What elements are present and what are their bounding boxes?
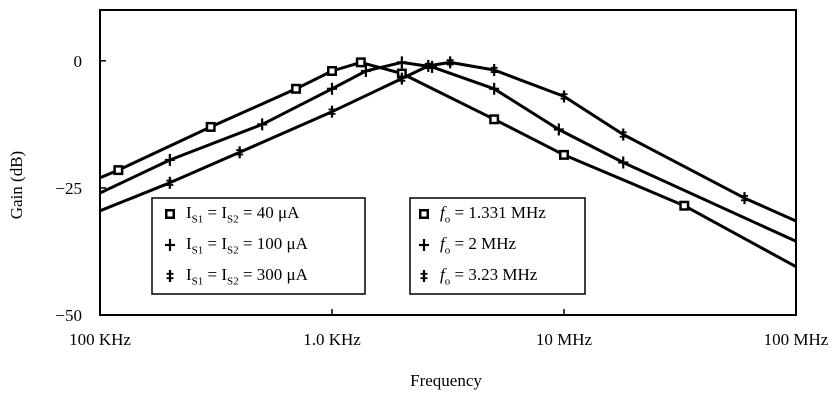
series-3-point — [424, 59, 432, 72]
series-3-point — [490, 63, 498, 76]
legend-marker — [420, 270, 428, 282]
legend-marker — [165, 209, 175, 219]
series-1-point — [489, 114, 500, 125]
series-2-point — [489, 82, 500, 95]
series-1-point — [679, 200, 690, 211]
legend-entry-label: IS1 = IS2 = 300 μA — [186, 265, 308, 288]
series-3-point — [741, 192, 749, 205]
series-2-point — [618, 156, 629, 169]
series-1-point — [113, 165, 124, 176]
series-1-point — [205, 121, 216, 132]
series-3-point — [398, 72, 406, 85]
series-1-point — [559, 149, 569, 160]
y-tick-label: −25 — [55, 179, 82, 198]
series-3-point — [560, 90, 568, 103]
legend-frequency-box — [409, 197, 586, 295]
plot-frame — [99, 9, 797, 316]
legend-entry-text: fo = 1.331 MHz — [440, 203, 546, 226]
series-2-point — [360, 65, 371, 77]
legend-entry-text: IS1 = IS2 = 300 μA — [186, 265, 308, 288]
series-line-3 — [99, 60, 797, 223]
legend-current-box — [151, 197, 366, 295]
series-2-point — [553, 123, 564, 136]
marker-layer — [113, 56, 749, 211]
series-2-point — [396, 56, 407, 69]
legend-current: IS1 = IS2 = 40 μA IS1 = IS2 = 100 μA IS1 =… — [151, 197, 366, 295]
series-1-point — [327, 66, 337, 76]
x-tick-label: 100 KHz — [69, 330, 131, 349]
legend-entry-text: IS1 = IS2 = 40 μA — [186, 203, 300, 226]
x-tick-label: 100 MHz — [764, 330, 829, 349]
series-2-point — [327, 82, 337, 95]
legend-entry-label: IS1 = IS2 = 40 μA — [186, 203, 300, 226]
legend-marker — [419, 209, 429, 219]
y-tick-label: −50 — [55, 306, 82, 325]
series-3-point — [446, 56, 454, 69]
series-1-point — [291, 83, 302, 94]
legend-marker — [165, 239, 175, 251]
legend-entry-label: fo = 1.331 MHz — [440, 203, 546, 226]
legend-marker — [166, 270, 174, 282]
legend-entry-text: fo = 2 MHz — [440, 234, 517, 257]
series-2-point — [164, 153, 175, 166]
legend-marker — [419, 239, 429, 251]
series-3-point — [328, 105, 336, 118]
legend-entry-label: fo = 3.23 MHz — [440, 265, 538, 288]
x-tick-label: 10 MHz — [536, 330, 593, 349]
x-tick-label: 1.0 KHz — [303, 330, 361, 349]
legend-entry-text: IS1 = IS2 = 100 μA — [186, 234, 308, 257]
series-2-point — [257, 118, 268, 131]
y-tick-label: 0 — [74, 52, 83, 71]
series-3-point — [166, 176, 174, 189]
legend-entry-label: IS1 = IS2 = 100 μA — [186, 234, 308, 257]
legend-entry-label: fo = 2 MHz — [440, 234, 517, 257]
legend-center-frequency: fo = 1.331 MHz fo = 2 MHz fo = 3.23 MHz — [409, 197, 586, 295]
series-3-point — [619, 128, 627, 141]
y-axis-title: Gain (dB) — [7, 151, 26, 219]
x-axis-title: Frequency — [410, 371, 482, 390]
tick-layer: 100 KHz 1.0 KHz 10 MHz 100 MHz 0 −25 −50 — [55, 52, 828, 349]
series-3-point — [236, 146, 244, 159]
legend-entry-text: fo = 3.23 MHz — [440, 265, 538, 288]
series-1-point — [355, 57, 366, 68]
